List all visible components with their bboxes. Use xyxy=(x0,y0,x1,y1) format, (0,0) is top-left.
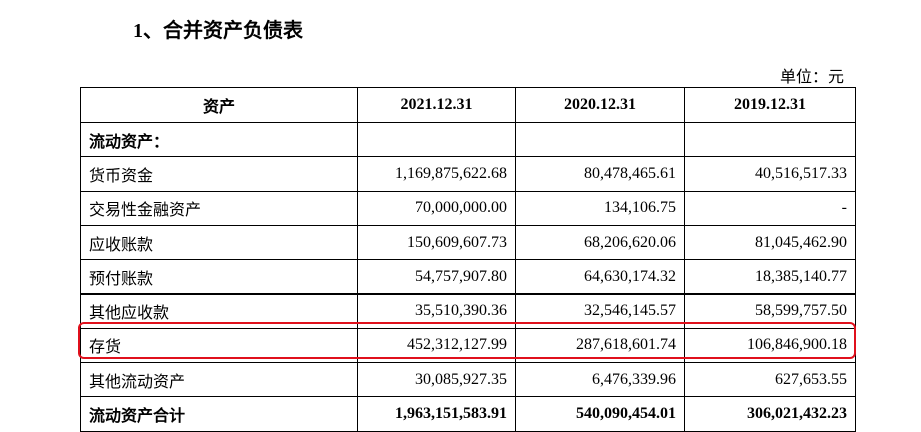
table-cell: 2020.12.31 xyxy=(515,87,685,123)
table-cell: 58,599,757.50 xyxy=(684,293,856,329)
table-cell: 70,000,000.00 xyxy=(357,190,516,226)
table-cell: 150,609,607.73 xyxy=(357,224,516,261)
table-cell: 68,206,620.06 xyxy=(515,224,685,261)
table-cell: 存货 xyxy=(80,327,358,364)
unit-label: 单位：元 xyxy=(779,69,844,86)
table-cell: 1,169,875,622.68 xyxy=(357,156,516,192)
table-cell: 流动资产： xyxy=(80,122,358,158)
table-cell: 其他流动资产 xyxy=(80,362,358,398)
table-cell: 18,385,140.77 xyxy=(684,259,856,295)
table-cell: 应收账款 xyxy=(80,224,358,261)
table-cell: 其他应收款 xyxy=(80,293,358,329)
title: 1、合并资产负债表 xyxy=(133,20,303,42)
empty-cell xyxy=(515,122,685,158)
table-cell: 540,090,454.01 xyxy=(515,396,685,432)
table-cell: 80,478,465.61 xyxy=(515,156,685,192)
table-cell: 预付账款 xyxy=(80,259,358,295)
table-cell: 2021.12.31 xyxy=(357,87,516,123)
table-cell: 627,653.55 xyxy=(684,362,856,398)
table-cell: - xyxy=(684,190,856,226)
table-cell: 134,106.75 xyxy=(515,190,685,226)
table-cell: 40,516,517.33 xyxy=(684,156,856,192)
table-cell: 54,757,907.80 xyxy=(357,259,516,295)
table-cell: 资产 xyxy=(80,87,358,123)
table-cell: 452,312,127.99 xyxy=(357,327,516,364)
table-cell: 交易性金融资产 xyxy=(80,190,358,226)
table-cell: 30,085,927.35 xyxy=(357,362,516,398)
empty-cell xyxy=(357,122,516,158)
table-cell: 1,963,151,583.91 xyxy=(357,396,516,432)
empty-cell xyxy=(684,122,856,158)
table-cell: 106,846,900.18 xyxy=(684,327,856,364)
table-cell: 32,546,145.57 xyxy=(515,293,685,329)
table-cell: 流动资产合计 xyxy=(80,396,358,432)
table-cell: 287,618,601.74 xyxy=(515,327,685,364)
table-cell: 6,476,339.96 xyxy=(515,362,685,398)
table-cell: 306,021,432.23 xyxy=(684,396,856,432)
table-cell: 货币资金 xyxy=(80,156,358,192)
table-cell: 35,510,390.36 xyxy=(357,293,516,329)
table-cell: 81,045,462.90 xyxy=(684,224,856,261)
table-cell: 2019.12.31 xyxy=(684,87,856,123)
table-cell: 64,630,174.32 xyxy=(515,259,685,295)
